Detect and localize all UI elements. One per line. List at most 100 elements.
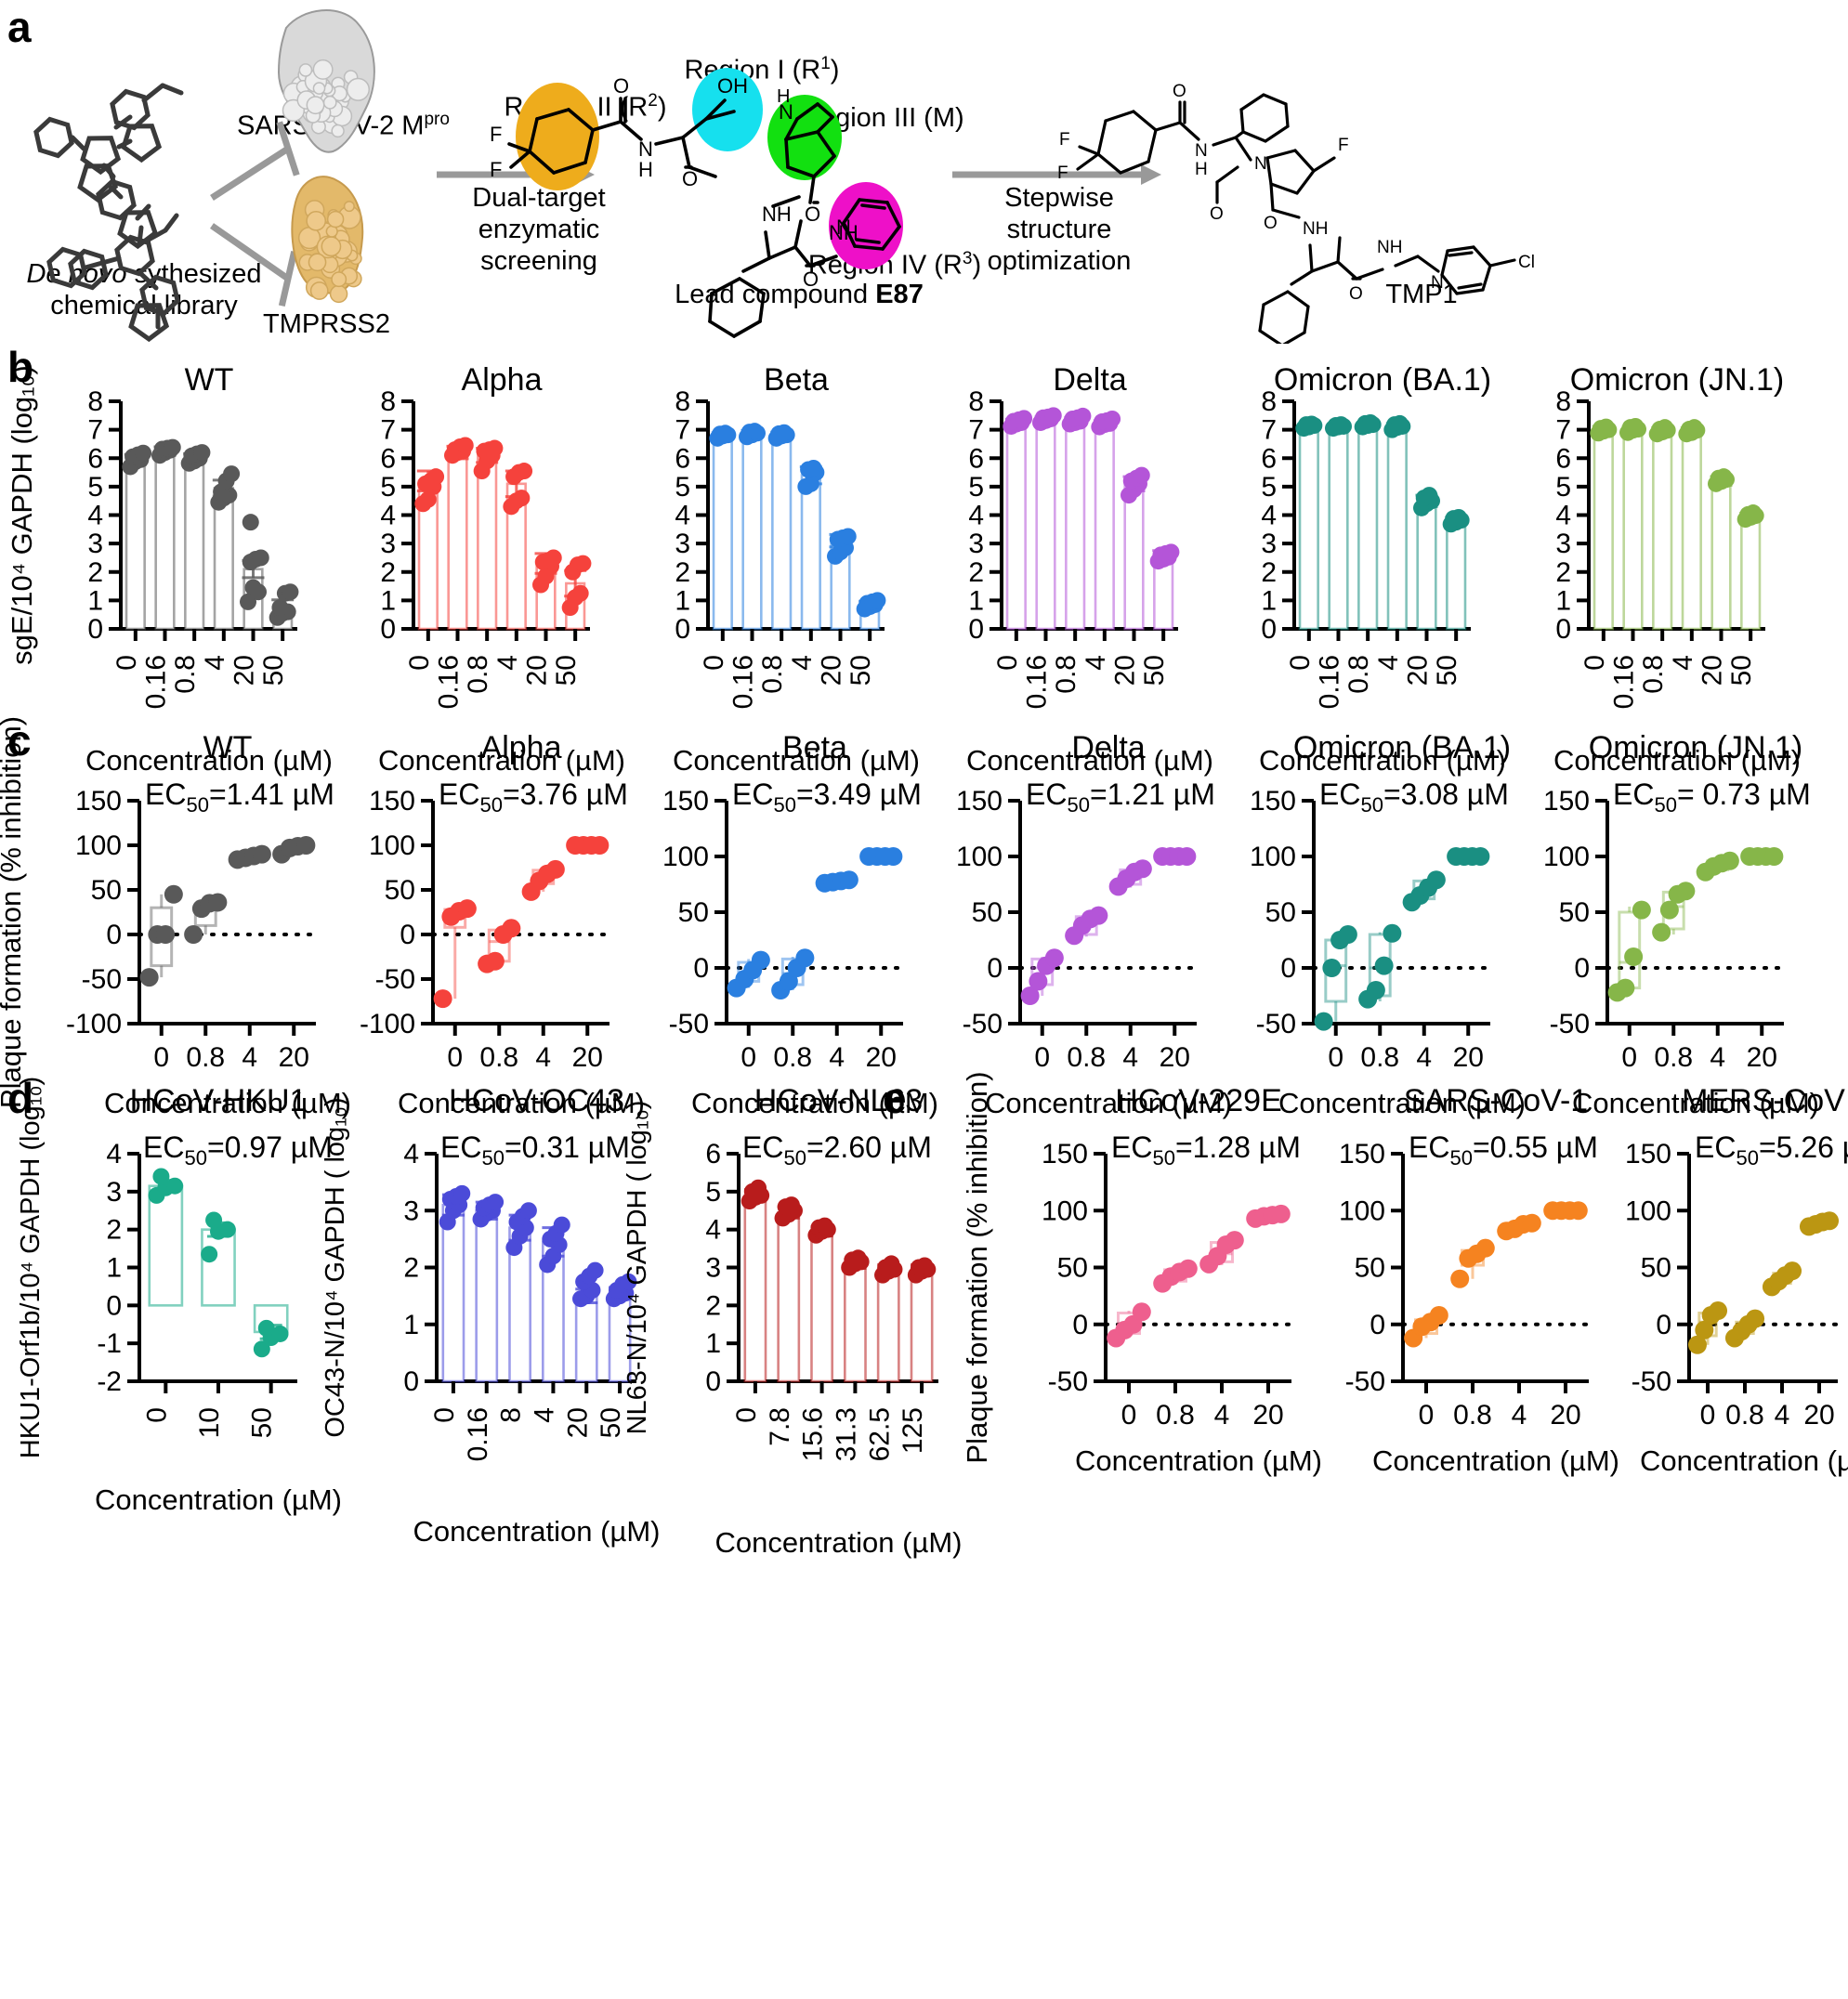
y-tick-label: -50 [1632, 1366, 1671, 1397]
x-tick-label: 50 [1139, 655, 1170, 686]
data-point [1304, 416, 1320, 433]
y-tick-label: 4 [106, 1139, 122, 1169]
bond [710, 294, 712, 321]
x-tick-label: 0 [111, 655, 142, 671]
data-point [1627, 418, 1644, 435]
data-point [184, 925, 203, 944]
y-tick-label: 1 [968, 585, 984, 616]
x-axis-label-d-hku1: Concentration (µM) [95, 1483, 342, 1516]
bar [126, 460, 145, 629]
atom-O: O [613, 74, 629, 98]
chart-title-c-delta: Delta [1071, 730, 1145, 765]
y-tick-label: 100 [1543, 842, 1590, 872]
bar [477, 1210, 497, 1381]
data-point [208, 893, 227, 911]
x-tick-label: 0.8 [1156, 1400, 1195, 1431]
data-point [1569, 1201, 1588, 1220]
bar [1300, 427, 1318, 629]
x-tick-label: 0 [429, 1407, 460, 1423]
x-tick-label: 4 [535, 1042, 551, 1073]
bond [1156, 123, 1180, 130]
process-arrow-head [1141, 164, 1161, 185]
y-tick-label: 4 [675, 501, 690, 531]
bar [1066, 421, 1084, 629]
ec50-label-c-jn1: EC50= 0.73 µM [1613, 777, 1811, 817]
bar [1741, 516, 1760, 629]
x-tick-label: 0 [992, 655, 1023, 671]
y-tick-label: 0 [106, 1290, 122, 1321]
y-tick-label: 50 [1057, 1253, 1088, 1284]
chart-title-c-ba1: Omicron (BA.1) [1293, 730, 1511, 765]
bond [734, 321, 760, 336]
bond [1264, 292, 1288, 305]
y-tick-label: 150 [662, 786, 709, 817]
data-point [1652, 923, 1671, 942]
chart-title-e-mers: MERS-CoV [1682, 1083, 1845, 1118]
data-point [1471, 847, 1489, 866]
x-tick-label: 0.8 [757, 655, 788, 694]
data-point [574, 555, 591, 572]
data-point [1383, 924, 1401, 943]
y-tick-label: 1 [106, 1253, 122, 1284]
bond [1217, 167, 1238, 182]
x-tick-label: 4 [1512, 1400, 1527, 1431]
protein-surface-bump [328, 212, 344, 228]
x-tick-label: 20 [279, 1042, 309, 1073]
x-tick-label: 0.16 [463, 1407, 493, 1461]
molecule-bond [165, 216, 177, 230]
x-tick-label: 20 [1252, 1400, 1283, 1431]
data-point [427, 468, 444, 485]
y-tick-label: 5 [968, 472, 984, 503]
bar [1683, 431, 1701, 629]
y-tick-label: 1 [1555, 585, 1571, 616]
y-tick-label: 6 [87, 443, 103, 474]
y-tick-label: 2 [1261, 557, 1277, 588]
data-point [1676, 882, 1695, 900]
y-tick-label: 2 [87, 557, 103, 588]
y-tick-label: 4 [87, 501, 103, 531]
ec50-label-d-oc43: EC50=0.31 µM [440, 1130, 630, 1169]
chart-e-229e: HCoV-229EEC50=1.28 µM-500501001500 0.8 4 20… [961, 1071, 1322, 1477]
data-point [1421, 487, 1437, 503]
data-point [806, 460, 822, 477]
x-tick-label: 10 [194, 1407, 225, 1438]
bar [878, 1270, 898, 1381]
data-point [1179, 1260, 1198, 1278]
x-tick-label: 0 [1579, 655, 1610, 671]
data-point [1392, 415, 1409, 432]
bar [1418, 501, 1436, 629]
x-tick-label: 0.16 [141, 655, 172, 709]
data-point [1783, 1261, 1802, 1280]
x-tick-label: 0.8 [463, 655, 493, 694]
chart-c-wt: WTEC50=1.41 µM-100-500501001500 0.8 4 20Con… [0, 716, 351, 1119]
bond [1213, 137, 1236, 145]
x-tick-label: 20 [1160, 1042, 1190, 1073]
x-tick-label: 62.5 [864, 1407, 895, 1461]
bond [1357, 269, 1383, 279]
data-point [193, 444, 210, 461]
x-tick-label: 0 [1419, 1400, 1435, 1431]
x-tick-label: 20 [1697, 655, 1728, 686]
molecule-bond [72, 137, 84, 149]
x-tick-label: 0 [404, 655, 435, 671]
x-axis-label-e-229e: Concentration (µM) [1075, 1444, 1322, 1477]
bond [1271, 184, 1273, 210]
bond [1148, 130, 1156, 162]
protein-surface-bump [307, 212, 325, 230]
x-tick-label: 20 [1403, 655, 1434, 686]
ec50-label-e-mers: EC50=5.26 µM [1695, 1130, 1848, 1169]
data-point [166, 1178, 183, 1195]
x-tick-label: 0.16 [1609, 655, 1640, 709]
y-tick-label: 0 [675, 614, 690, 645]
y-tick-label: -50 [1048, 1366, 1088, 1397]
molecule-ring [36, 120, 72, 156]
y-axis-label-b-wt: sgE/10⁴ GAPDH (log₁₀) [6, 365, 38, 665]
data-point [219, 1222, 236, 1238]
bar [1007, 423, 1026, 629]
data-point [884, 847, 902, 866]
bond [743, 258, 769, 271]
bond [1483, 266, 1490, 290]
chart-title-d-hku1: HCoV-HKU1 [130, 1083, 308, 1118]
y-tick-label: -50 [669, 1009, 709, 1039]
data-point [164, 439, 181, 456]
